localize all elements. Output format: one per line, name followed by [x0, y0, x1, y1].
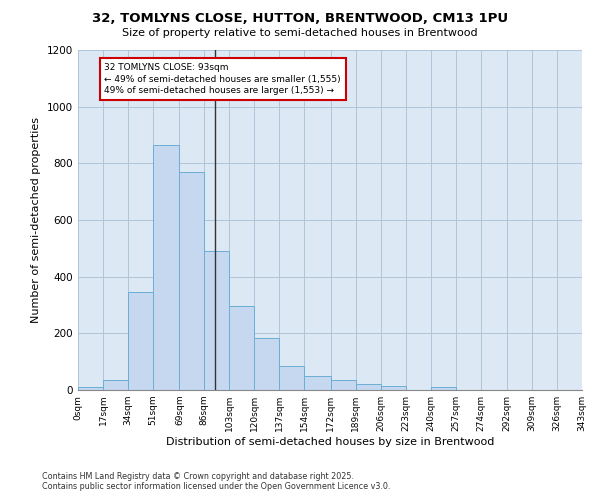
- Bar: [103, 380, 128, 390]
- Text: 32, TOMLYNS CLOSE, HUTTON, BRENTWOOD, CM13 1PU: 32, TOMLYNS CLOSE, HUTTON, BRENTWOOD, CM…: [92, 12, 508, 26]
- Bar: [153, 145, 179, 390]
- Bar: [179, 172, 205, 390]
- Text: Size of property relative to semi-detached houses in Brentwood: Size of property relative to semi-detach…: [122, 28, 478, 38]
- Bar: [128, 292, 153, 390]
- Y-axis label: Number of semi-detached properties: Number of semi-detached properties: [31, 117, 41, 323]
- Bar: [229, 306, 254, 390]
- Bar: [304, 376, 331, 390]
- Bar: [431, 387, 455, 390]
- Bar: [356, 384, 380, 390]
- Text: Contains HM Land Registry data © Crown copyright and database right 2025.
Contai: Contains HM Land Registry data © Crown c…: [42, 472, 391, 491]
- Bar: [331, 380, 356, 390]
- Bar: [280, 366, 304, 390]
- Bar: [78, 387, 103, 390]
- X-axis label: Distribution of semi-detached houses by size in Brentwood: Distribution of semi-detached houses by …: [166, 437, 494, 447]
- Bar: [254, 338, 280, 390]
- Bar: [205, 251, 229, 390]
- Text: 32 TOMLYNS CLOSE: 93sqm
← 49% of semi-detached houses are smaller (1,555)
49% of: 32 TOMLYNS CLOSE: 93sqm ← 49% of semi-de…: [104, 62, 341, 96]
- Bar: [380, 386, 406, 390]
